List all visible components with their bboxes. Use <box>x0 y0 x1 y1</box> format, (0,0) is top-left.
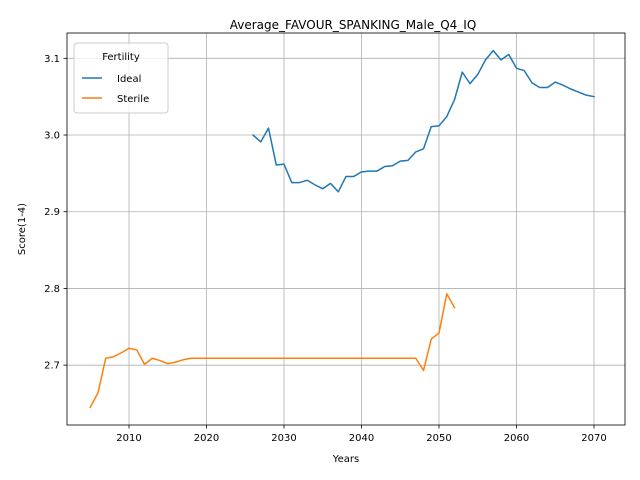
y-tick-label: 3.0 <box>44 131 60 142</box>
y-tick-label: 2.7 <box>44 361 60 372</box>
x-axis-ticks: 2010 2020 2030 2040 2050 2060 2070 <box>116 425 607 444</box>
x-tick-label: 2010 <box>116 433 141 444</box>
plot-area-frame <box>66 32 626 426</box>
legend-label-ideal: Ideal <box>117 74 141 85</box>
x-tick-label: 2030 <box>271 433 296 444</box>
y-axis-ticks: 2.7 2.8 2.9 3.0 3.1 <box>44 54 67 372</box>
series-line-sterile <box>89 293 456 409</box>
legend-title: Fertility <box>102 52 140 63</box>
series-layer <box>89 49 595 409</box>
series-line-ideal <box>251 49 595 193</box>
x-tick-label: 2020 <box>194 433 219 444</box>
y-tick-label: 2.8 <box>44 284 60 295</box>
legend-label-sterile: Sterile <box>117 94 149 105</box>
x-tick-label: 2060 <box>504 433 529 444</box>
y-tick-label: 3.1 <box>44 54 60 65</box>
x-tick-label: 2050 <box>426 433 451 444</box>
x-axis-label: Years <box>332 454 359 465</box>
legend-frame <box>73 42 169 114</box>
y-tick-label: 2.9 <box>44 207 60 218</box>
x-tick-label: 2070 <box>581 433 606 444</box>
y-axis-label: Score(1-4) <box>17 203 28 255</box>
x-tick-label: 2040 <box>349 433 374 444</box>
legend: Fertility Ideal Sterile <box>73 42 169 114</box>
chart-title: Average_FAVOUR_SPANKING_Male_Q4_IQ <box>230 18 477 32</box>
